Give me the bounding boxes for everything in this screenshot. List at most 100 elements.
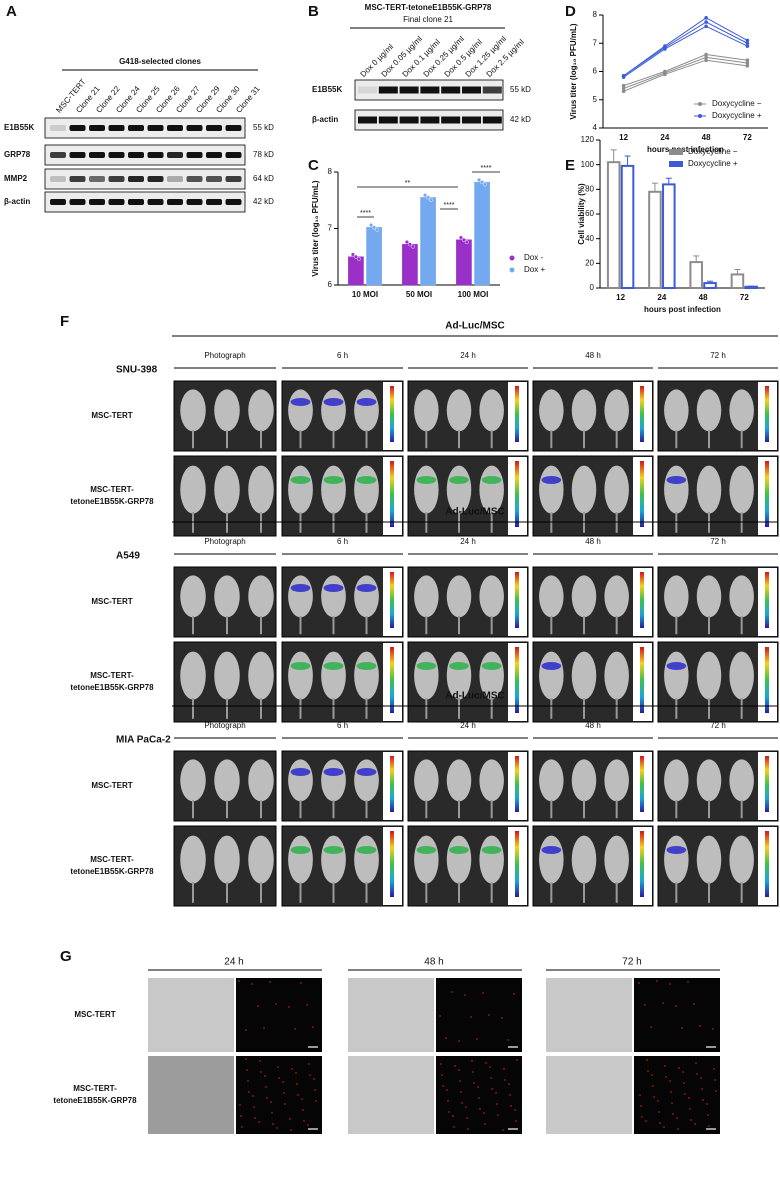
replicate-dot — [356, 257, 361, 262]
mouse — [479, 389, 504, 432]
fluorescence-spot — [270, 1101, 272, 1103]
fluorescence-spot — [272, 1123, 274, 1125]
band — [482, 86, 502, 94]
fluorescence-spot — [663, 1126, 665, 1128]
bar — [366, 227, 382, 286]
mouse — [180, 575, 206, 618]
replicate-dot — [483, 182, 488, 187]
y-tick-label: 7 — [593, 38, 598, 47]
mouse-tail — [332, 616, 335, 635]
band — [225, 125, 242, 131]
fluorescence-spot — [241, 1126, 243, 1128]
fluorescence-spot — [484, 1123, 486, 1125]
column-header: 48 h — [424, 957, 443, 968]
fluorescence-spot — [245, 1029, 247, 1031]
fluorescence-image — [236, 1056, 322, 1134]
signal — [416, 476, 437, 484]
color-scale — [390, 831, 394, 897]
mouse-tail — [192, 800, 194, 819]
mouse-tail — [299, 800, 302, 819]
band — [186, 176, 203, 182]
signal — [323, 846, 344, 854]
panel-label: E — [565, 157, 575, 174]
column-header: 48 h — [585, 537, 601, 546]
band — [399, 86, 419, 94]
fluorescence-spot — [689, 1108, 691, 1110]
mouse — [354, 759, 379, 802]
mouse — [539, 465, 564, 514]
fluorescence-spot — [252, 1095, 254, 1097]
color-scale — [390, 572, 394, 628]
mouse — [354, 465, 379, 514]
fluorescence-spot — [712, 1028, 714, 1030]
mouse — [214, 465, 240, 514]
mouse-tail — [226, 800, 228, 819]
signal — [449, 662, 469, 670]
x-tick-label: 24 — [657, 293, 666, 302]
signal — [356, 662, 377, 670]
mouse-tail — [192, 430, 194, 449]
point — [704, 52, 708, 57]
signal — [356, 584, 377, 592]
y-tick-label: 6 — [328, 280, 333, 289]
column-header: 6 h — [337, 537, 348, 546]
mouse — [446, 759, 472, 802]
mouse — [604, 575, 629, 618]
fluorescence-spot — [687, 981, 689, 983]
row-label: MSC-TERT- — [90, 671, 134, 680]
fluorescence-spot — [695, 1062, 697, 1064]
fluorescence-spot — [289, 1118, 291, 1120]
signal — [356, 476, 377, 484]
fluorescence-spot — [715, 1090, 717, 1092]
mouse — [604, 465, 629, 514]
band — [50, 152, 66, 158]
brightfield-image — [148, 978, 234, 1052]
legend-label: Doxycycline + — [712, 111, 762, 120]
fluorescence-spot — [264, 1075, 266, 1077]
mouse — [604, 759, 629, 802]
fluorescence-spot — [702, 1099, 704, 1101]
band — [420, 116, 440, 124]
legend-swatch — [509, 255, 515, 261]
significance: **** — [444, 202, 455, 209]
replicate-dot — [464, 240, 469, 245]
mouse — [248, 759, 274, 802]
fluorescence-spot — [650, 1026, 652, 1028]
mouse-tail — [583, 698, 585, 719]
fluorescence-spot — [682, 1071, 684, 1073]
fluorescence-spot — [445, 1037, 447, 1039]
mouse-tail — [708, 800, 710, 819]
color-scale — [640, 831, 644, 897]
mouse — [664, 759, 689, 802]
mouse — [664, 651, 689, 700]
signal — [323, 768, 344, 776]
column-header: 24 h — [460, 537, 476, 546]
band — [420, 86, 440, 94]
mouse-tail — [332, 698, 335, 719]
fluorescence-spot — [246, 1069, 248, 1071]
replicate-dot — [423, 193, 428, 198]
panel-label: D — [565, 3, 576, 20]
color-scale — [765, 756, 769, 812]
fluorescence-spot — [451, 991, 453, 993]
panel-label: A — [6, 3, 17, 20]
fluorescence-spot — [238, 980, 240, 982]
fluorescence-spot — [662, 1002, 664, 1004]
mouse-tail — [740, 800, 743, 819]
row-label: MSC-TERT- — [90, 855, 134, 864]
blot — [44, 144, 246, 166]
mouse-tail — [425, 430, 428, 449]
point — [745, 38, 750, 43]
column-header: Photograph — [204, 721, 245, 730]
mouse — [604, 651, 629, 700]
mouse — [321, 759, 346, 802]
signal — [323, 398, 344, 406]
mouse-tail — [458, 616, 460, 635]
mouse — [248, 835, 274, 884]
mouse — [288, 575, 313, 618]
fluorescence-spot — [477, 1086, 479, 1088]
point — [745, 41, 750, 46]
signal — [541, 846, 562, 854]
mouse-tail — [675, 430, 678, 449]
fluorescence-spot — [678, 1067, 680, 1069]
